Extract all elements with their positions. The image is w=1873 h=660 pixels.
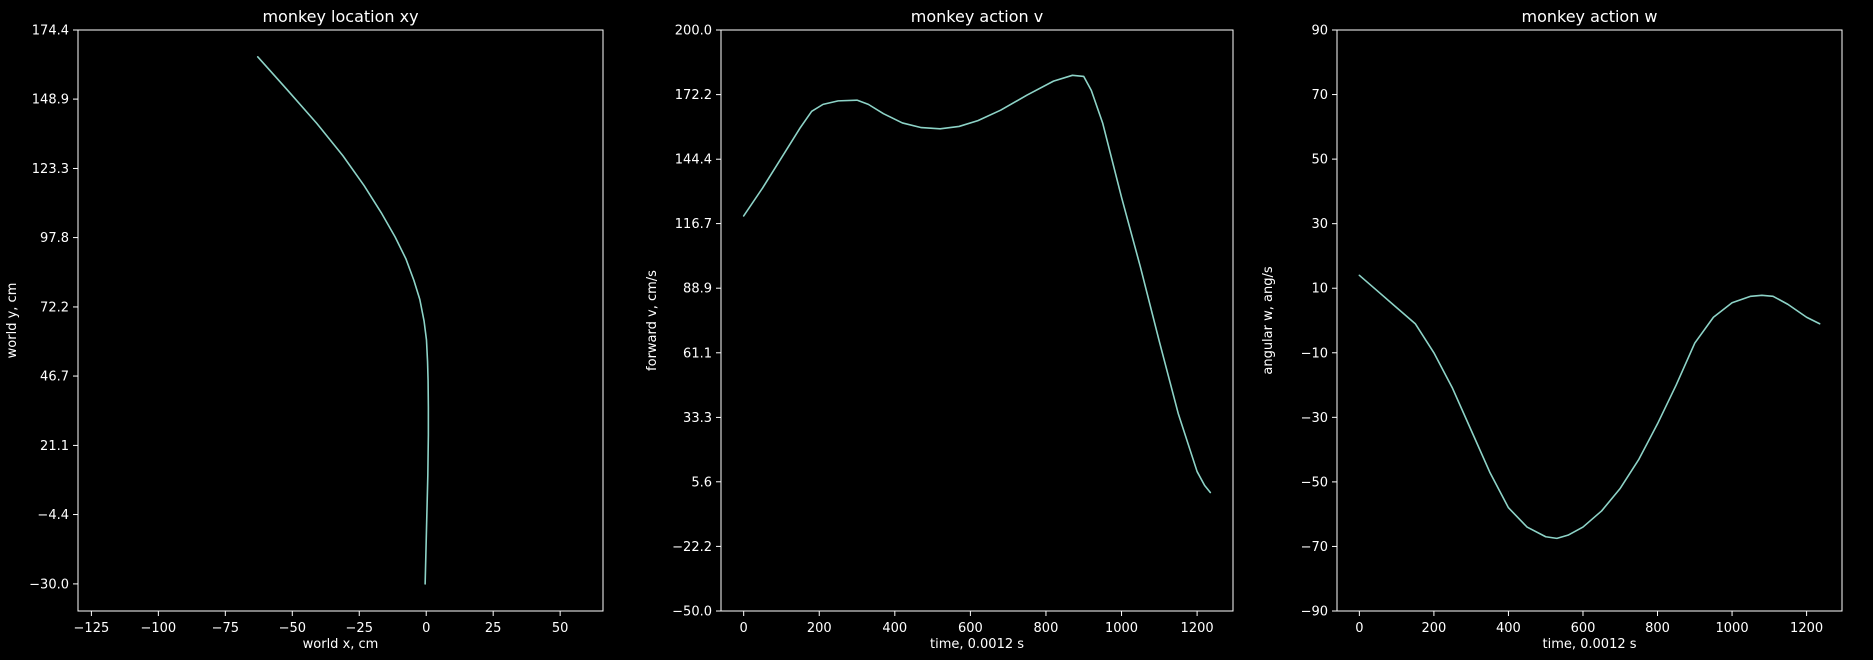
y-tick-label: −50.0 <box>672 605 712 620</box>
x-tick-label: 800 <box>1645 621 1670 636</box>
chart-title-xy: monkey location xy <box>262 7 418 26</box>
x-tick-label: −25 <box>346 621 373 636</box>
panel-v: 0 200 400 600 800 1000 1200 −50.0 −22.2 5.6 33.3 61… <box>645 7 1234 652</box>
plot-frame-xy <box>77 29 604 612</box>
y-tick-label: 172.2 <box>675 88 712 103</box>
chart-title-w: monkey action w <box>1521 7 1657 26</box>
x-tick-label: −75 <box>212 621 239 636</box>
y-tick-label: −70 <box>1301 540 1328 555</box>
x-tick-label: 200 <box>1421 621 1446 636</box>
x-tick-label: 200 <box>807 621 832 636</box>
y-tick-label: 90 <box>1311 24 1328 39</box>
x-tick-label: 600 <box>1571 621 1596 636</box>
y-tick-label: 46.7 <box>40 370 69 385</box>
y-tick-label: 10 <box>1311 282 1328 297</box>
panel-xy: −125 −100 −75 −50 −25 0 25 50 −30.0 −4.4 21.1 46.7 7… <box>5 7 604 652</box>
x-tick-label: 0 <box>740 621 748 636</box>
x-tick-label: 0 <box>422 621 430 636</box>
x-axis-label-w: time, 0.0012 s <box>1542 637 1636 652</box>
x-tick-label: 400 <box>1496 621 1521 636</box>
x-tick-label: 800 <box>1034 621 1059 636</box>
y-tick-label: 50 <box>1311 153 1328 168</box>
x-tick-label: 400 <box>882 621 907 636</box>
y-axis-label-w: angular w, ang/s <box>1261 266 1276 374</box>
y-axis-label-xy: world y, cm <box>5 283 20 359</box>
x-tick-label: 0 <box>1355 621 1363 636</box>
y-tick-label: −90 <box>1301 605 1328 620</box>
y-tick-label: 116.7 <box>675 217 712 232</box>
x-tick-label: 1000 <box>1716 621 1749 636</box>
x-tick-label: −125 <box>74 621 110 636</box>
y-tick-label: 174.4 <box>32 24 69 39</box>
x-tick-label: 1000 <box>1105 621 1138 636</box>
y-tick-label: 61.1 <box>683 346 712 361</box>
y-tick-label: −10 <box>1301 346 1328 361</box>
series-line-xy <box>256 56 430 585</box>
y-tick-label: −50 <box>1301 475 1328 490</box>
y-tick-label: 144.4 <box>675 153 712 168</box>
y-tick-label: 21.1 <box>40 439 69 454</box>
y-tick-label: 70 <box>1311 88 1328 103</box>
chart-title-v: monkey action v <box>911 7 1043 26</box>
y-tick-label: −22.2 <box>672 540 712 555</box>
y-tick-label: −4.4 <box>37 508 69 523</box>
plot-frame-w <box>1336 29 1843 612</box>
y-tick-label: 148.9 <box>32 93 69 108</box>
panel-w: 0 200 400 600 800 1000 1200 −90 −70 −50 −30 −10 10 30… <box>1261 7 1843 652</box>
y-tick-label: −30.0 <box>29 577 69 592</box>
x-tick-label: −50 <box>279 621 306 636</box>
x-tick-label: −100 <box>140 621 176 636</box>
y-tick-label: 30 <box>1311 217 1328 232</box>
series-line-w <box>1358 274 1821 540</box>
x-tick-label: 25 <box>485 621 502 636</box>
y-tick-label: −30 <box>1301 411 1328 426</box>
y-tick-label: 123.3 <box>32 162 69 177</box>
plot-frame-v <box>720 29 1234 612</box>
y-tick-label: 200.0 <box>675 24 712 39</box>
series-line-v <box>742 74 1212 494</box>
y-tick-label: 97.8 <box>40 231 69 246</box>
y-tick-label: 5.6 <box>691 475 712 490</box>
x-axis-label-v: time, 0.0012 s <box>930 637 1024 652</box>
x-tick-label: 1200 <box>1790 621 1823 636</box>
y-axis-label-v: forward v, cm/s <box>645 270 660 371</box>
y-tick-label: 88.9 <box>683 282 712 297</box>
x-tick-label: 50 <box>552 621 569 636</box>
x-tick-label: 1200 <box>1181 621 1214 636</box>
y-tick-label: 72.2 <box>40 300 69 315</box>
y-tick-label: 33.3 <box>683 411 712 426</box>
x-axis-label-xy: world x, cm <box>303 637 379 652</box>
x-tick-label: 600 <box>958 621 983 636</box>
